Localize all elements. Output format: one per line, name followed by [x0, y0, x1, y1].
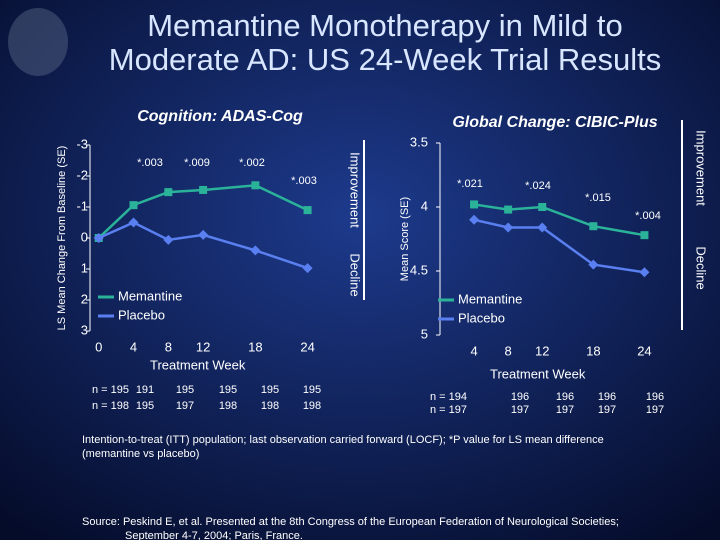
annotation: *.009 — [184, 157, 210, 169]
chart-title: Global Change: CIBIC-Plus — [452, 114, 657, 131]
side-label: Decline — [694, 246, 709, 289]
series-line — [97, 184, 309, 239]
x-tick-label: 12 — [535, 343, 549, 358]
y-axis-label: LS Mean Change From Baseline (SE) — [56, 146, 68, 331]
n-count: 196 — [646, 391, 664, 403]
side-label: Improvement — [694, 130, 709, 206]
data-point — [588, 259, 599, 270]
y-tick-label: 3 — [81, 322, 88, 337]
y-tick-label: 1 — [81, 260, 88, 275]
footnote: Intention-to-treat (ITT) population; las… — [82, 434, 604, 446]
n-count: 197 — [176, 400, 194, 412]
n-count: 191 — [136, 384, 154, 396]
annotation: *.002 — [239, 157, 265, 169]
n-count: n = 194 — [430, 391, 467, 403]
data-point — [639, 267, 650, 278]
y-tick-label: 0 — [81, 229, 88, 244]
data-point — [537, 222, 548, 233]
series-line — [98, 221, 308, 270]
head-icon — [8, 8, 68, 76]
y-tick-label: -2 — [76, 167, 88, 182]
n-count: 197 — [598, 404, 616, 416]
side-label: Improvement — [348, 152, 363, 228]
data-point — [469, 214, 480, 225]
n-count: 197 — [646, 404, 664, 416]
data-point — [128, 217, 139, 228]
y-tick-label: 2 — [81, 291, 88, 306]
data-point — [503, 222, 514, 233]
annotation: *.003 — [291, 175, 317, 187]
x-tick-label: 24 — [300, 339, 314, 354]
x-tick-label: 8 — [165, 339, 172, 354]
data-point — [302, 263, 313, 274]
annotation: *.024 — [525, 180, 551, 192]
y-tick-label: -1 — [76, 198, 88, 213]
data-point — [303, 206, 312, 215]
n-count: 196 — [511, 391, 529, 403]
n-count: 195 — [303, 384, 321, 396]
legend-label: Placebo — [458, 310, 505, 325]
data-point — [163, 234, 174, 245]
x-tick-label: 18 — [586, 343, 600, 358]
legend-label: Memantine — [458, 291, 522, 306]
annotation: *.015 — [585, 192, 611, 204]
x-tick-label: 12 — [196, 339, 210, 354]
n-count: 195 — [261, 384, 279, 396]
data-point — [198, 229, 209, 240]
legend-label: Memantine — [118, 288, 182, 303]
y-tick-label: 4 — [421, 198, 428, 213]
data-point — [640, 231, 649, 240]
slide-title: Moderate AD: US 24-Week Trial Results — [109, 42, 661, 77]
n-count: 198 — [219, 400, 237, 412]
slide-title: Memantine Monotherapy in Mild to — [147, 8, 623, 43]
data-point — [129, 201, 138, 210]
footnote: (memantine vs placebo) — [82, 448, 199, 460]
y-axis-label: Mean Score (SE) — [399, 197, 411, 281]
n-count: 195 — [176, 384, 194, 396]
n-count: 198 — [303, 400, 321, 412]
source: Source: Peskind E, et al. Presented at t… — [82, 516, 619, 528]
n-count: 197 — [556, 404, 574, 416]
annotation: *.021 — [457, 178, 483, 190]
data-point — [470, 200, 479, 209]
x-tick-label: 4 — [470, 343, 477, 358]
x-tick-label: 0 — [95, 339, 102, 354]
annotation: *.004 — [635, 210, 661, 222]
data-point — [164, 188, 173, 197]
x-axis-label: Treatment Week — [150, 357, 246, 372]
annotation: *.003 — [137, 157, 163, 169]
data-point — [538, 203, 547, 211]
x-tick-label: 8 — [505, 343, 512, 358]
x-tick-label: 18 — [248, 339, 262, 354]
n-count: 198 — [261, 400, 279, 412]
n-count: 195 — [136, 400, 154, 412]
n-count: 196 — [598, 391, 616, 403]
y-tick-label: 5 — [421, 326, 428, 341]
x-axis-label: Treatment Week — [490, 366, 586, 381]
side-label: Decline — [348, 253, 363, 296]
x-tick-label: 4 — [130, 339, 137, 354]
legend-label: Placebo — [118, 307, 165, 322]
x-tick-label: 24 — [637, 343, 651, 358]
data-point — [589, 222, 598, 231]
y-tick-label: 4.5 — [410, 262, 428, 277]
n-count: n = 195 — [92, 384, 129, 396]
y-tick-label: 3.5 — [410, 134, 428, 149]
data-point — [504, 205, 513, 214]
n-count: n = 197 — [430, 404, 467, 416]
data-point — [250, 245, 261, 256]
source: September 4-7, 2004; Paris, France. — [125, 530, 303, 540]
chart-title: Cognition: ADAS-Cog — [137, 108, 303, 125]
n-count: 196 — [556, 391, 574, 403]
y-tick-label: -3 — [76, 136, 88, 151]
n-count: 197 — [511, 404, 529, 416]
data-point — [199, 185, 208, 194]
n-count: n = 198 — [92, 400, 129, 412]
n-count: 195 — [219, 384, 237, 396]
data-point — [93, 233, 104, 243]
data-point — [251, 181, 260, 190]
